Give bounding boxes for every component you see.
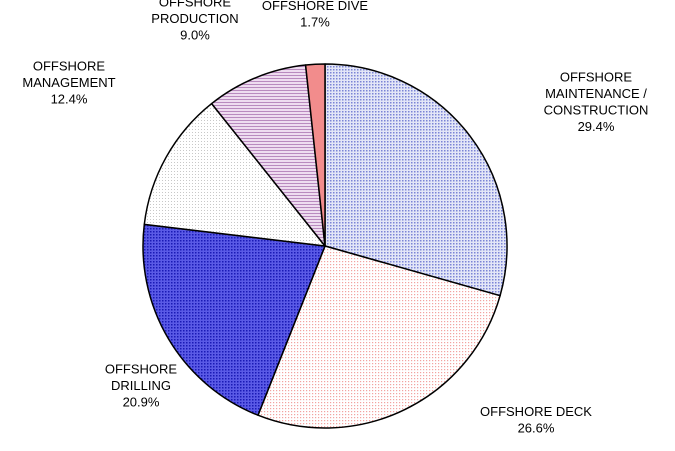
- slice-label-6: OFFSHORE DIVE 1.7%: [262, 0, 369, 29]
- slice-category-label: MANAGEMENT: [22, 75, 115, 90]
- slice-percent-label: 20.9%: [123, 395, 160, 410]
- slice-label-1: OFFSHORE MAINTENANCE / CONSTRUCTION 29.4%: [544, 69, 649, 134]
- slice-percent-label: 9.0%: [180, 28, 210, 43]
- slice-category-label: OFFSHORE DECK: [480, 404, 592, 419]
- pie-slice-1: [324, 63, 508, 297]
- slice-category-label: PRODUCTION: [151, 11, 238, 26]
- slice-category-label: CONSTRUCTION: [544, 102, 649, 117]
- slice-category-label: DRILLING: [111, 378, 171, 393]
- slice-category-label: OFFSHORE: [560, 69, 633, 84]
- slice-category-label: OFFSHORE: [105, 362, 178, 377]
- slice-category-label: OFFSHORE: [33, 59, 106, 74]
- slice-label-4: OFFSHORE MANAGEMENT 12.4%: [22, 59, 115, 107]
- slice-percent-label: 12.4%: [51, 92, 88, 107]
- pie-slice-4: [143, 102, 326, 247]
- slice-percent-label: 1.7%: [300, 14, 330, 29]
- pie-labels: OFFSHORE MAINTENANCE / CONSTRUCTION 29.4%OF…: [22, 0, 648, 435]
- pie-slice-5: [210, 64, 326, 247]
- slice-category-label: OFFSHORE DIVE: [262, 0, 369, 13]
- slice-label-2: OFFSHORE DECK 26.6%: [480, 404, 592, 436]
- pie-slices: [142, 63, 508, 429]
- pie-slice-6: [304, 63, 326, 247]
- slice-label-3: OFFSHORE DRILLING 20.9%: [105, 362, 178, 410]
- slice-category-label: MAINTENANCE /: [545, 86, 647, 101]
- slice-category-label: OFFSHORE: [159, 0, 232, 10]
- slice-percent-label: 26.6%: [518, 420, 555, 435]
- slice-percent-label: 29.4%: [578, 119, 615, 134]
- pie-slice-2: [257, 245, 501, 429]
- slice-label-5: OFFSHORE PRODUCTION 9.0%: [151, 0, 238, 43]
- pie-slice-3: [142, 223, 326, 416]
